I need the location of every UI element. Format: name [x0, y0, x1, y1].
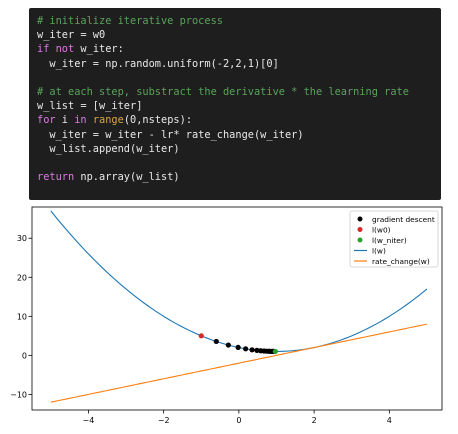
- code-token-plain: w_iter:: [74, 43, 124, 56]
- code-token-builtin: range: [92, 114, 124, 127]
- code-token-plain: w_list = [w_iter]: [37, 100, 143, 113]
- code-line: # at each step, substract the derivative…: [37, 85, 441, 99]
- code-token-keyword: if: [37, 43, 50, 56]
- data-point-gradient-descent: [249, 347, 255, 353]
- legend-marker: [357, 237, 363, 243]
- legend-marker: [357, 227, 363, 232]
- code-line: if not w_iter:: [37, 42, 441, 56]
- x-tick-label: 4: [387, 416, 392, 425]
- code-line: w_iter = w0: [37, 28, 441, 42]
- code-token-keyword: in: [74, 114, 87, 127]
- y-tick-label: −10: [10, 390, 27, 399]
- data-point-l-w0: [198, 333, 204, 339]
- legend-label: l(w0): [372, 225, 391, 234]
- data-point-gradient-descent: [243, 346, 249, 352]
- chart-container: −4 −2 0 2 4 −10 0 10 20 30 gradient descent l(w0) l(…: [0, 203, 458, 430]
- code-line: [37, 71, 441, 85]
- data-point-gradient-descent: [254, 347, 260, 353]
- y-tick-label: 20: [17, 273, 27, 282]
- x-tick-label: −4: [83, 416, 95, 425]
- x-tick-label: −2: [158, 416, 170, 425]
- series-line-rate-change-w-: [50, 323, 428, 403]
- code-token-plain: (0,nsteps):: [123, 114, 193, 127]
- code-token-keyword: return: [37, 171, 75, 184]
- code-line: return np.array(w_list): [37, 170, 441, 184]
- x-tick-label: 0: [236, 416, 241, 425]
- code-line: w_iter = w_iter - lr* rate_change(w_iter…: [37, 128, 441, 142]
- code-editor-panel: # initialize iterative process w_iter = w…: [29, 8, 441, 200]
- y-tick-label: 30: [17, 234, 27, 243]
- legend-label: l(w): [372, 246, 386, 255]
- x-tick-label: 2: [312, 416, 317, 425]
- code-token-plain: w_iter = w0: [37, 29, 106, 42]
- code-lines: # initialize iterative process w_iter = w…: [37, 14, 441, 184]
- code-token-keyword: for: [37, 114, 56, 127]
- code-token-plain: i: [55, 114, 75, 127]
- code-token-plain: w_iter = np.random.uniform(-2,2,1)[0]: [37, 57, 279, 70]
- code-token-plain: w_iter = w_iter - lr* rate_change(w_iter…: [37, 128, 304, 141]
- y-tick-label: 0: [22, 351, 27, 360]
- legend-label: gradient descent: [372, 215, 435, 224]
- data-point-gradient-descent: [235, 344, 241, 350]
- code-line: for i in range(0,nsteps):: [37, 113, 441, 127]
- code-line: w_list = [w_iter]: [37, 99, 441, 113]
- code-line: # initialize iterative process: [37, 14, 441, 28]
- legend-label: rate_change(w): [372, 257, 430, 266]
- code-token-keyword: not: [55, 43, 75, 56]
- code-line: w_iter = np.random.uniform(-2,2,1)[0]: [37, 57, 441, 71]
- y-tick-label: 10: [17, 312, 27, 321]
- legend-marker: [357, 216, 363, 222]
- code-line: w_list.append(w_iter): [37, 142, 441, 156]
- data-point-l-w-niter: [272, 348, 278, 355]
- code-token-comment: # initialize iterative process: [37, 15, 223, 27]
- axes-frame: [31, 206, 443, 411]
- code-line: [37, 156, 441, 170]
- code-token-plain: w_list.append(w_iter): [37, 142, 180, 155]
- data-point-gradient-descent: [225, 342, 231, 348]
- code-token-plain: np.array(w_list): [74, 171, 180, 184]
- code-token-comment: # at each step, substract the derivative…: [37, 85, 409, 98]
- legend-box: [349, 210, 439, 268]
- data-point-gradient-descent: [213, 338, 219, 345]
- legend-label: l(w_niter): [372, 236, 407, 245]
